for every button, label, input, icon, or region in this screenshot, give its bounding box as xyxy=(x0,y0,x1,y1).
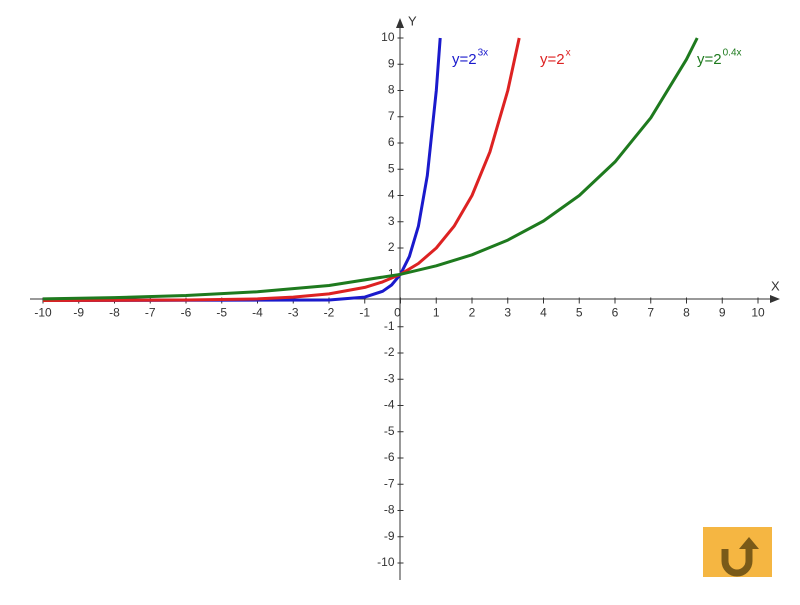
x-tick-label: 6 xyxy=(612,306,619,320)
x-tick-label: -6 xyxy=(181,306,192,320)
x-tick-label: 1 xyxy=(433,306,440,320)
y-tick-label: 2 xyxy=(388,240,395,254)
x-tick-label: 10 xyxy=(751,306,765,320)
y-tick-label: 6 xyxy=(388,135,395,149)
x-arrow xyxy=(770,295,780,303)
x-tick-label: -7 xyxy=(145,306,156,320)
y-tick-label: -1 xyxy=(384,319,395,333)
y-arrow xyxy=(396,18,404,28)
x-tick-label: -1 xyxy=(359,306,370,320)
back-icon xyxy=(721,537,759,577)
x-tick-label: 8 xyxy=(683,306,690,320)
x-tick-label: 5 xyxy=(576,306,583,320)
y-tick-label: 4 xyxy=(388,188,395,202)
y-tick-label: -2 xyxy=(384,345,395,359)
curve-label: y=2 xyxy=(452,51,477,68)
curve xyxy=(42,37,442,302)
y-tick-label: -4 xyxy=(384,398,395,412)
y-tick-label: -3 xyxy=(384,371,395,385)
x-tick-label: -4 xyxy=(252,306,263,320)
x-tick-label: 2 xyxy=(469,306,476,320)
y-tick-label: 7 xyxy=(388,109,395,123)
y-tick-label: 5 xyxy=(388,161,395,175)
curve-label-exponent: 0.4x xyxy=(723,48,742,59)
x-tick-label: -9 xyxy=(73,306,84,320)
curve-label: y=2 xyxy=(697,51,722,68)
y-tick-label: -7 xyxy=(384,476,395,490)
x-tick-label: 4 xyxy=(540,306,547,320)
y-tick-label: -6 xyxy=(384,450,395,464)
x-tick-label: -2 xyxy=(324,306,335,320)
x-tick-label: -5 xyxy=(216,306,227,320)
y-tick-label: 10 xyxy=(381,30,395,44)
y-tick-label: 8 xyxy=(388,83,395,97)
x-axis-label: X xyxy=(771,278,780,293)
curve xyxy=(42,37,699,301)
y-tick-label: -5 xyxy=(384,424,395,438)
x-tick-label: 7 xyxy=(647,306,654,320)
x-tick-label: -3 xyxy=(288,306,299,320)
back-button[interactable] xyxy=(703,527,772,577)
curve-label-exponent: x xyxy=(566,48,571,59)
curve-label: y=2 xyxy=(540,51,565,68)
y-axis-label: Y xyxy=(408,13,417,28)
x-tick-label: -8 xyxy=(109,306,120,320)
curve-label-exponent: 3x xyxy=(478,48,489,59)
y-tick-label: 9 xyxy=(388,56,395,70)
y-tick-label: 1 xyxy=(388,266,395,280)
y-tick-label: 3 xyxy=(388,214,395,228)
x-tick-label: 9 xyxy=(719,306,726,320)
y-tick-label: -10 xyxy=(377,555,395,569)
x-tick-label: 0 xyxy=(394,306,401,320)
y-tick-label: -8 xyxy=(384,503,395,517)
x-tick-label: 3 xyxy=(504,306,511,320)
y-tick-label: -9 xyxy=(384,529,395,543)
x-tick-label: -10 xyxy=(34,306,52,320)
